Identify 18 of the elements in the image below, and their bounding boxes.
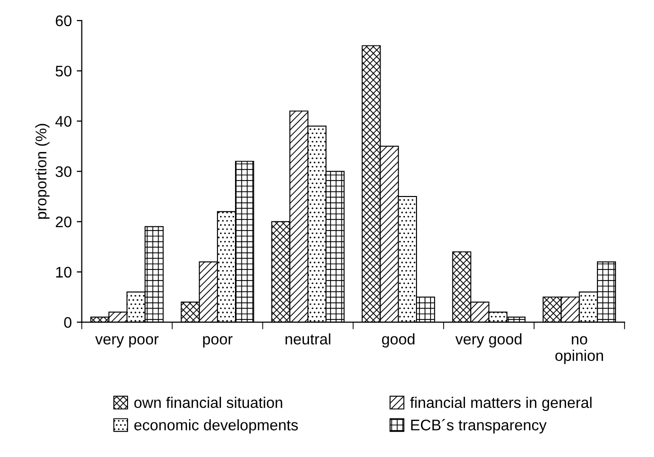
legend-label: own financial situation bbox=[134, 396, 282, 408]
x-tick-label: neutral bbox=[286, 333, 330, 345]
y-tick-label: 10 bbox=[56, 266, 72, 278]
x-tick-label: good bbox=[382, 333, 414, 348]
x-tick-label: very good bbox=[455, 333, 522, 348]
y-tick-label: 40 bbox=[55, 116, 72, 127]
legend-label: financial matters in general bbox=[410, 396, 592, 412]
y-tick-label: 30 bbox=[56, 166, 72, 178]
x-tick-label: poor bbox=[203, 336, 232, 348]
y-tick-label: 60 bbox=[56, 15, 72, 26]
x-tick-label: no opinion bbox=[555, 336, 603, 364]
y-axis-title: proportion (%) bbox=[35, 124, 50, 219]
y-tick-label: 50 bbox=[56, 66, 72, 77]
legend-label: economic developments bbox=[134, 419, 298, 434]
y-tick-label: 20 bbox=[56, 216, 72, 228]
x-tick-label: very poor bbox=[95, 336, 159, 348]
legend-label: ECB´s transparency bbox=[411, 419, 547, 434]
y-tick-label: 0 bbox=[64, 317, 72, 328]
